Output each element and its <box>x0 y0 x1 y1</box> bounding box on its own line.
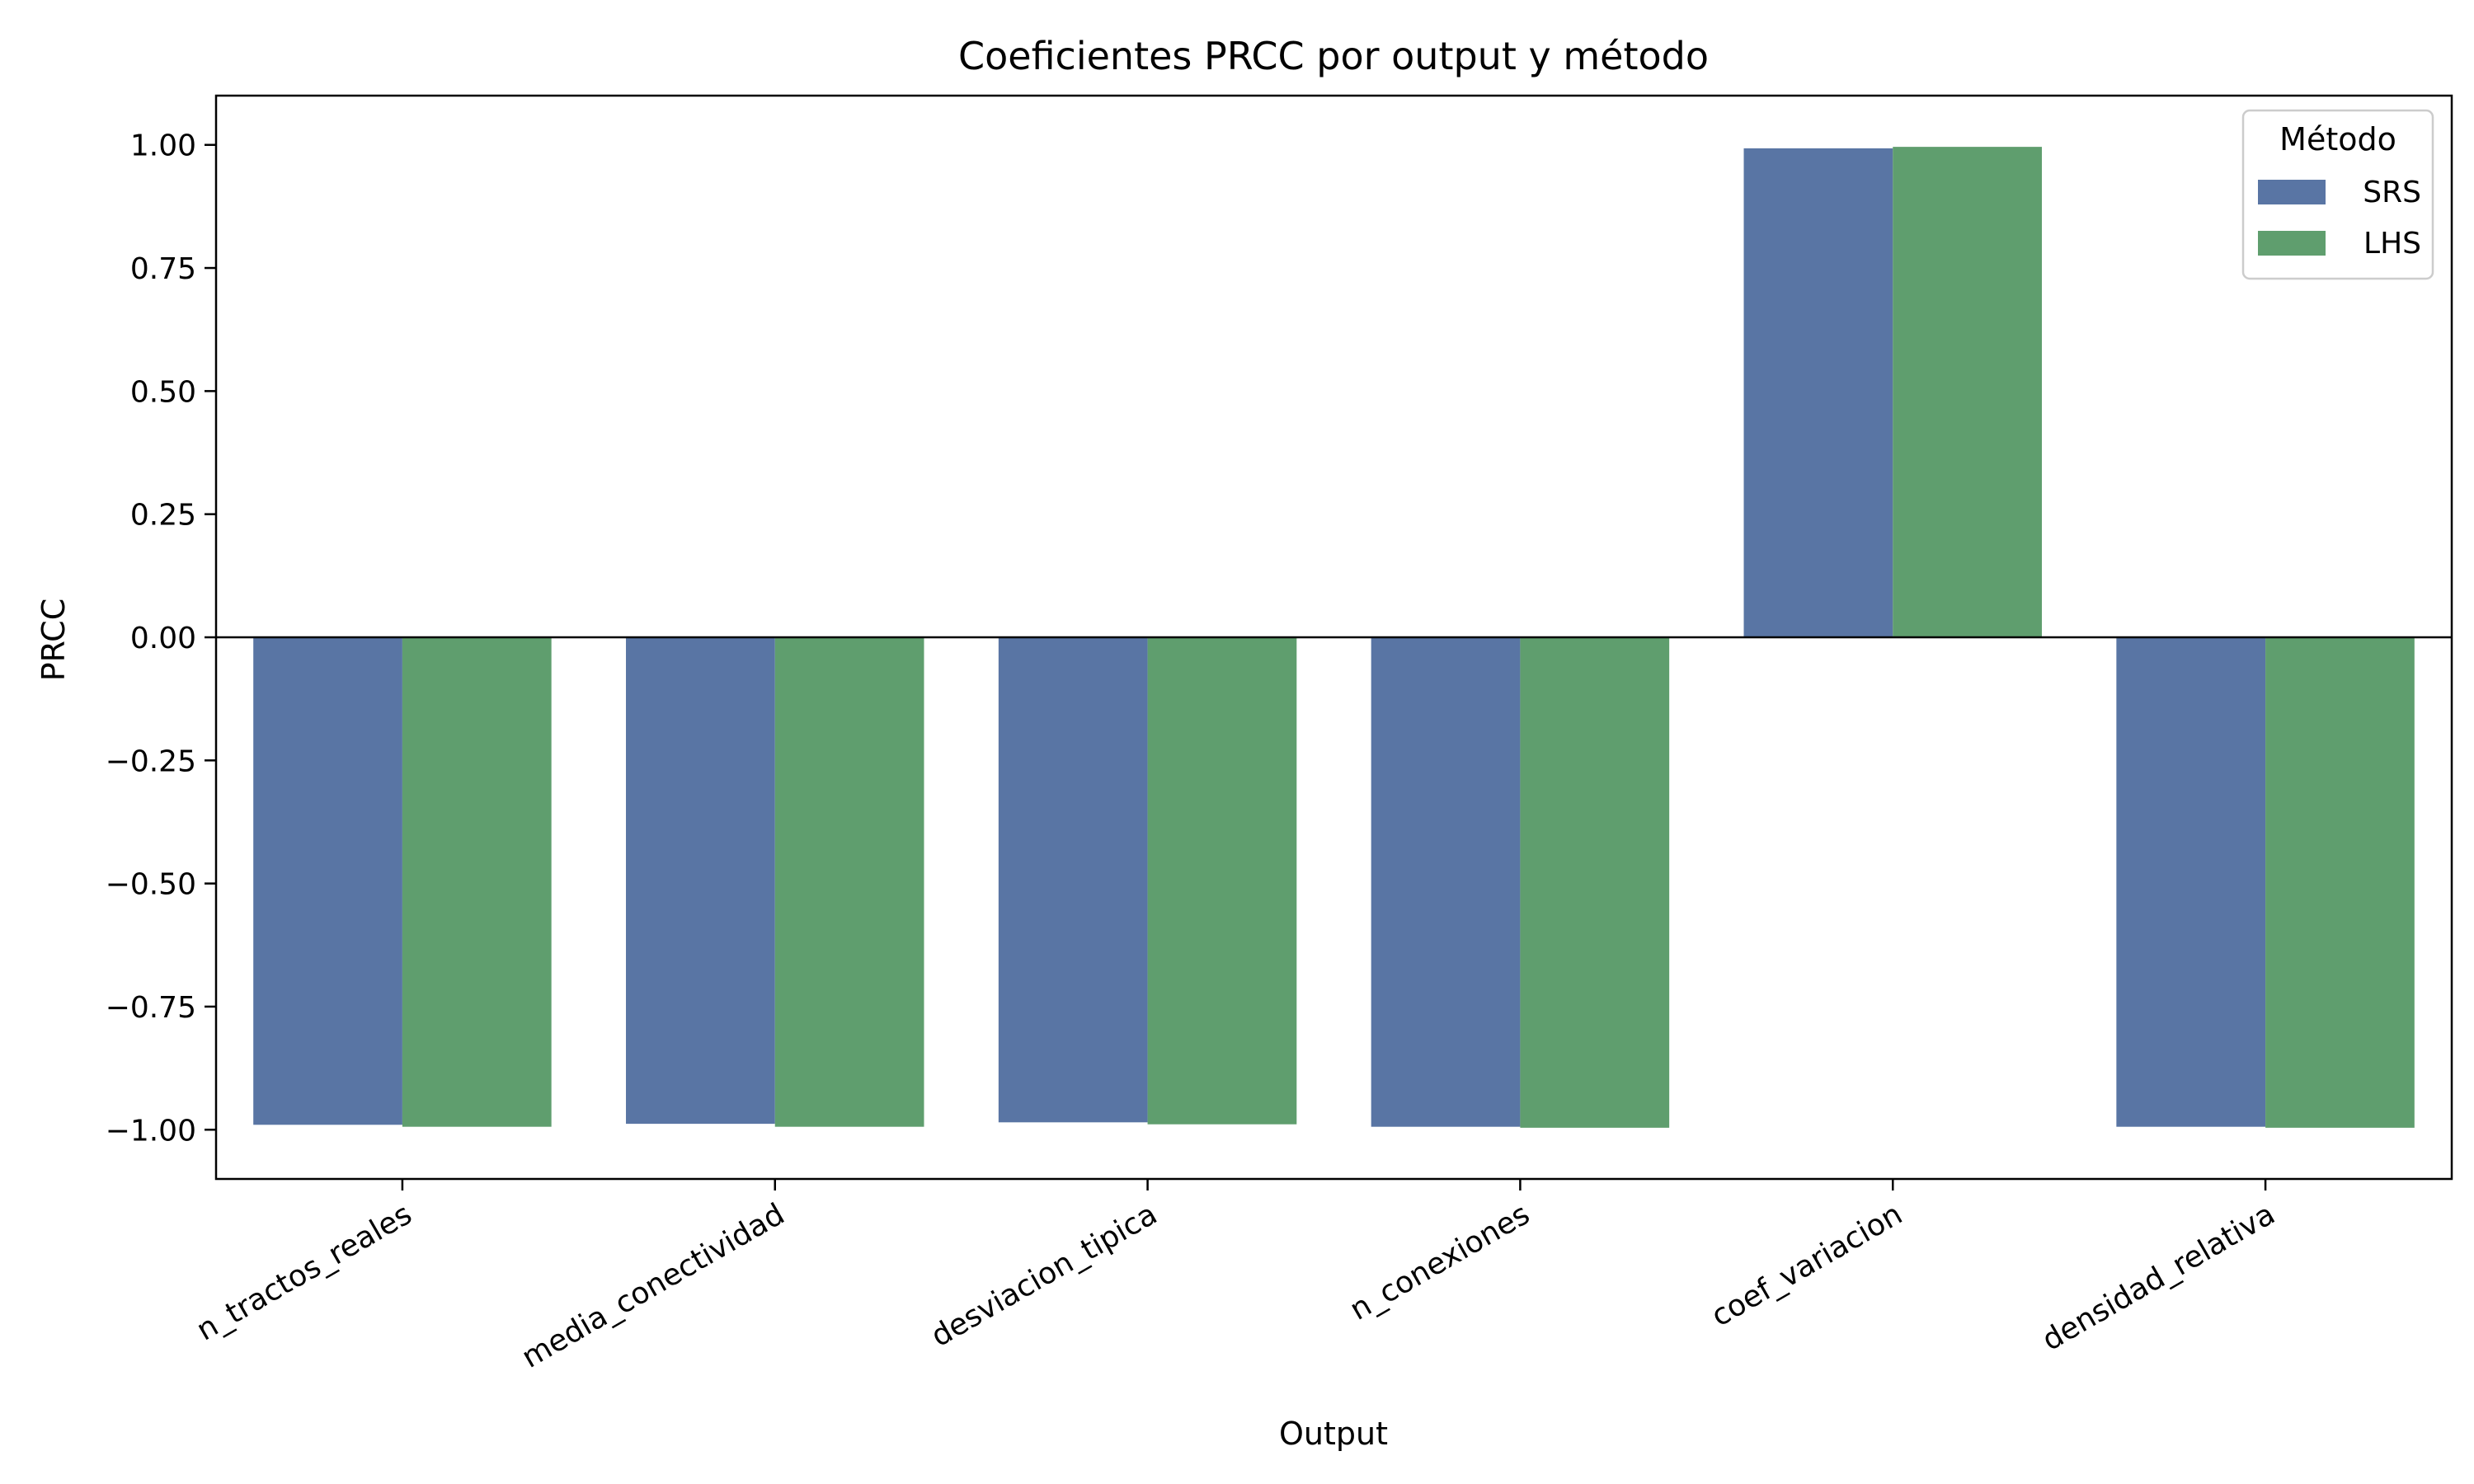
bar-lhs-n-tractos-reales <box>402 637 552 1127</box>
chart-title: Coeficientes PRCC por output y método <box>958 34 1709 78</box>
y-tick-label: 0.75 <box>130 252 196 286</box>
legend: Método SRS LHS <box>2241 109 2434 280</box>
legend-title: Método <box>2279 121 2396 157</box>
legend-swatch-srs <box>2258 180 2326 204</box>
bar-lhs-desviacion-tipica <box>1147 637 1297 1125</box>
bar-srs-n-tractos-reales <box>253 637 402 1125</box>
x-tick-label: desviacion_tipica <box>925 1197 1163 1354</box>
x-tick-label: coef_variacion <box>1706 1197 1908 1333</box>
y-axis-label: PRCC <box>35 599 72 682</box>
x-axis: n_tractos_reales media_conectividad desvia… <box>191 1179 2281 1375</box>
y-tick-label: 0.25 <box>130 499 196 533</box>
y-tick-label: 0.50 <box>130 375 196 409</box>
legend-swatch-lhs <box>2258 231 2326 256</box>
x-tick-label: media_conectividad <box>516 1197 790 1374</box>
legend-label-lhs: LHS <box>2363 227 2421 261</box>
bar-srs-coef-variacion <box>1743 148 1893 637</box>
x-axis-label: Output <box>1279 1416 1388 1452</box>
bar-lhs-n-conexiones <box>1520 637 1670 1128</box>
bar-lhs-media-conectividad <box>774 637 924 1127</box>
y-tick-label: 0.00 <box>130 622 196 655</box>
y-tick-label: −0.50 <box>106 868 196 902</box>
bar-srs-n-conexiones <box>1371 637 1521 1127</box>
x-tick-label: densidad_relativa <box>2037 1197 2281 1358</box>
y-tick-label: −1.00 <box>106 1114 196 1148</box>
bar-lhs-densidad-relativa <box>2265 637 2415 1128</box>
bar-srs-desviacion-tipica <box>998 637 1148 1123</box>
bars-group <box>253 147 2415 1128</box>
bar-srs-media-conectividad <box>626 637 775 1125</box>
y-tick-label: −0.75 <box>106 991 196 1025</box>
y-tick-label: −0.25 <box>106 744 196 778</box>
bar-lhs-coef-variacion <box>1893 147 2042 638</box>
x-tick-label: n_conexiones <box>1344 1197 1536 1327</box>
y-tick-label: 1.00 <box>130 129 196 163</box>
x-tick-label: n_tractos_reales <box>191 1197 418 1347</box>
legend-items: SRS LHS <box>2258 176 2421 261</box>
bar-srs-densidad-relativa <box>2116 637 2266 1127</box>
y-axis: −1.00 −0.75 −0.50 −0.25 0.00 0.25 0.50 0.75 1.00 <box>106 129 216 1148</box>
legend-label-srs: SRS <box>2363 176 2421 209</box>
